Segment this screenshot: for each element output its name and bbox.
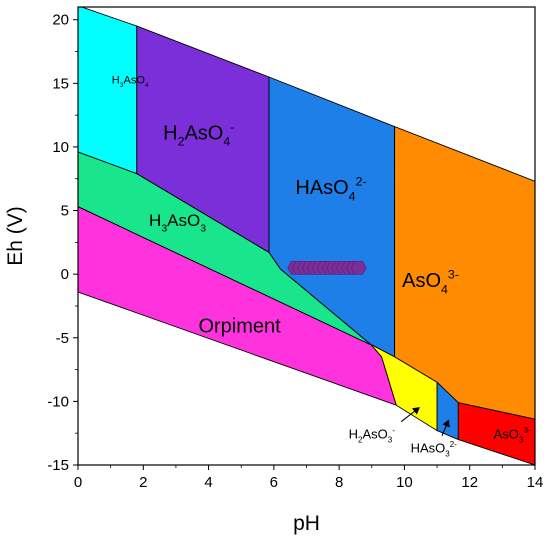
y-axis-title: Eh (V) xyxy=(4,206,27,266)
x-axis-title: pH xyxy=(293,512,320,535)
label-arrows xyxy=(400,407,450,436)
region-aso3 xyxy=(457,402,535,465)
y-tick-label: -15 xyxy=(47,457,69,474)
label-h3aso4: H3AsO4 xyxy=(112,74,149,89)
haso3-label: HAsO32- xyxy=(411,440,458,459)
x-tick-label: 6 xyxy=(270,474,278,491)
marker-point-13 xyxy=(350,260,367,275)
label-orpiment: Orpiment xyxy=(198,316,281,338)
stability-regions xyxy=(78,7,535,465)
region-labels: H3AsO4 H2AsO4- HAsO42- AsO43- H3AsO3 Orpiment… xyxy=(112,74,531,458)
x-tick-label: 8 xyxy=(335,474,343,491)
x-tick-label: 2 xyxy=(139,474,147,491)
y-axis-ticks: -15 -10 -5 0 5 10 15 20 xyxy=(47,12,78,474)
x-tick-label: 12 xyxy=(461,474,478,491)
region-h2aso3 xyxy=(369,343,438,432)
label-haso4: HAsO42- xyxy=(295,175,366,204)
y-tick-label: -10 xyxy=(47,393,69,410)
region-h3aso4 xyxy=(78,7,138,175)
label-aso3: AsO33- xyxy=(494,426,531,445)
label-h3aso3: H3AsO3 xyxy=(149,211,206,234)
x-tick-label: 10 xyxy=(396,474,413,491)
h2aso3-label: H2AsO3- xyxy=(349,426,396,445)
y-tick-label: 5 xyxy=(61,203,69,220)
x-tick-label: 4 xyxy=(204,474,212,491)
y-tick-label: 10 xyxy=(52,139,69,156)
y-tick-label: -5 xyxy=(56,330,69,347)
arrow-haso3-label xyxy=(441,419,450,436)
x-axis-ticks: 0 2 4 6 8 10 12 14 xyxy=(74,465,544,491)
y-tick-label: 0 xyxy=(61,266,69,283)
x-tick-label: 0 xyxy=(74,474,82,491)
sample-markers xyxy=(287,260,367,275)
y-tick-label: 20 xyxy=(52,12,69,29)
label-aso4: AsO43- xyxy=(402,267,459,296)
arrow-h2aso3-label xyxy=(400,407,420,423)
x-tick-label: 14 xyxy=(527,474,544,491)
label-h2aso4: H2AsO4- xyxy=(163,120,234,149)
y-tick-label: 15 xyxy=(52,75,69,92)
